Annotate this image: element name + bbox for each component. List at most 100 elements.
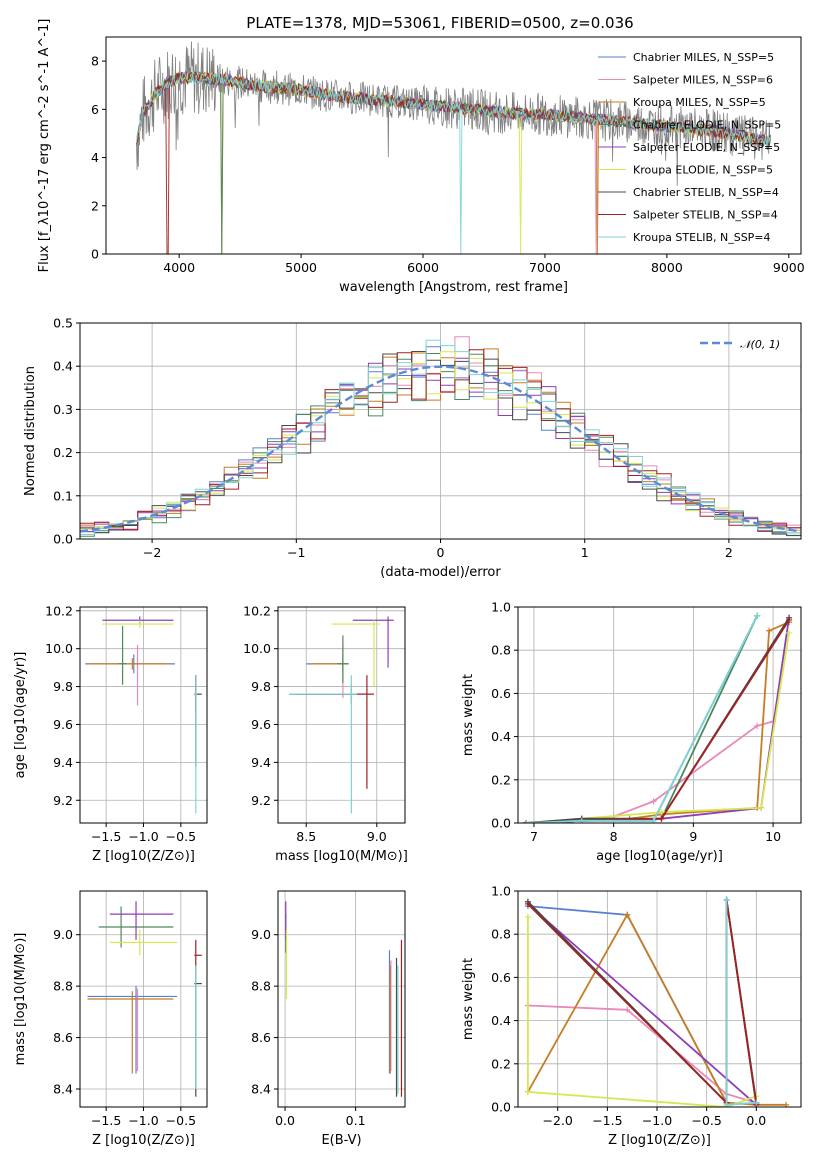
y-tick-label: 0.2 <box>491 772 511 787</box>
weight-series <box>522 629 793 823</box>
weight-marker <box>753 1099 760 1106</box>
legend-label: Chabrier STELIB, N_SSP=4 <box>633 186 779 199</box>
plot-area <box>524 896 790 1107</box>
x-tick-label: −2.0 <box>543 1113 573 1128</box>
axes-frame <box>277 606 406 824</box>
x-tick-label: −1.0 <box>642 1113 672 1128</box>
plot-area <box>85 616 202 814</box>
residual-histogram <box>80 351 801 531</box>
x-tick-label: −0.5 <box>691 1113 721 1128</box>
weight-marker <box>723 896 730 903</box>
axes-frame <box>517 890 802 1108</box>
x-tick-label: 8.5 <box>296 829 316 844</box>
panel-age-vs-mass: 8.5 9.0 9.2 9.4 9.6 9.8 10.0 10.2 mass [log10(M/… <box>243 603 408 864</box>
panel-residuals: −2 −1 0 1 2 0.0 0.1 0.2 0.3 0.4 0.5 (data-model)/er… <box>23 316 802 580</box>
plot-area <box>80 336 801 537</box>
y-tick-label: 0.1 <box>53 488 73 503</box>
weight-marker <box>786 629 793 636</box>
weight-line <box>525 617 790 823</box>
residual-histogram <box>80 339 801 535</box>
plot-area <box>289 616 394 814</box>
weight-line <box>527 899 758 1105</box>
errorbar-point <box>296 675 374 789</box>
x-tick-label: −1.0 <box>128 1113 158 1128</box>
y-tick-label: 9.8 <box>53 679 73 694</box>
panel-mass-vs-EBV: 0.0 0.1 8.4 8.6 8.8 9.0 E(B-V) <box>251 890 406 1148</box>
y-tick-label: 9.4 <box>53 755 73 770</box>
x-axis-label: Z [log10(Z/Z⊙)] <box>608 1133 711 1148</box>
y-axis-label: mass weight <box>461 674 476 756</box>
weight-marker <box>650 798 657 805</box>
x-tick-label: −1.5 <box>91 829 121 844</box>
weight-line <box>525 615 759 823</box>
y-tick-label: 0.4 <box>53 359 73 374</box>
weight-series <box>524 896 760 1106</box>
residual-legend: 𝒩(0, 1) <box>700 338 780 351</box>
y-tick-label: 8.8 <box>53 979 73 994</box>
x-axis-label: E(B-V) <box>321 1133 361 1148</box>
y-tick-label: 0.5 <box>53 316 73 331</box>
y-tick-label: 4 <box>91 150 99 165</box>
errorbar-point <box>289 675 358 814</box>
errorbar-point <box>133 644 142 706</box>
x-tick-label: 9.0 <box>367 829 387 844</box>
axes-frame <box>277 890 406 1108</box>
y-tick-label: 2 <box>91 198 99 213</box>
y-tick-label: 8.4 <box>251 1082 271 1097</box>
y-tick-label: 0.0 <box>53 532 73 547</box>
x-tick-label: −0.5 <box>166 829 196 844</box>
y-tick-label: 10.0 <box>243 641 271 656</box>
x-tick-label: 7000 <box>529 260 561 275</box>
x-axis-label: wavelength [Angstrom, rest frame] <box>339 280 568 295</box>
x-tick-label: 6000 <box>407 260 439 275</box>
x-tick-label: 0.0 <box>746 1113 766 1128</box>
panel-spectrum: 4000 5000 6000 7000 8000 9000 0 2 4 6 8 wavelength … <box>37 19 805 295</box>
errorbar-point <box>109 929 178 956</box>
y-tick-label: 10.0 <box>45 641 73 656</box>
weight-marker <box>754 612 761 619</box>
x-axis-label: Z [log10(Z/Z⊙)] <box>92 849 195 864</box>
x-tick-label: 0.0 <box>275 1113 295 1128</box>
y-tick-label: 0.0 <box>491 1100 511 1115</box>
y-tick-label: 1.0 <box>491 884 511 899</box>
weight-marker <box>766 627 773 634</box>
errorbar-point <box>194 965 198 1089</box>
x-axis-label: Z [log10(Z/Z⊙)] <box>92 1133 195 1148</box>
weight-line <box>527 903 757 1106</box>
x-axis-label: age [log10(age/yr)] <box>596 849 723 864</box>
legend-label: Chabrier MILES, N_SSP=5 <box>633 51 774 64</box>
y-tick-label: 10.2 <box>45 603 73 618</box>
x-tick-label: −1.5 <box>592 1113 622 1128</box>
x-tick-label: 1 <box>581 545 589 560</box>
plot-area <box>522 612 793 823</box>
errorbar-point <box>352 616 394 668</box>
weight-marker <box>658 815 665 822</box>
weight-marker <box>524 913 531 920</box>
errorbar-point <box>87 658 170 670</box>
weight-marker <box>522 820 529 823</box>
y-tick-label: 8.6 <box>251 1030 271 1045</box>
axes-frame <box>517 606 802 824</box>
x-tick-label: 10 <box>765 829 781 844</box>
weight-marker <box>754 722 761 729</box>
weight-series <box>524 896 760 1106</box>
weight-line <box>527 916 757 1107</box>
y-tick-label: 10.2 <box>243 603 271 618</box>
spectrum-legend: Chabrier MILES, N_SSP=5 Salpeter MILES, N… <box>598 51 781 244</box>
weight-marker <box>524 1088 531 1095</box>
y-tick-label: 0.6 <box>491 970 511 985</box>
x-tick-label: −2 <box>143 545 161 560</box>
errorbar-point <box>102 616 174 625</box>
y-tick-label: 0.8 <box>491 643 511 658</box>
weight-marker <box>624 1006 631 1013</box>
x-tick-label: 7 <box>530 829 538 844</box>
x-tick-label: −1.5 <box>91 1113 121 1128</box>
x-tick-label: −0.5 <box>166 1113 196 1128</box>
y-tick-label: 0 <box>91 247 99 262</box>
y-tick-label: 0.4 <box>491 1013 511 1028</box>
legend-label: 𝒩(0, 1) <box>740 338 780 351</box>
x-tick-label: 4000 <box>163 260 195 275</box>
residual-histogram <box>80 349 801 531</box>
y-tick-label: 9.6 <box>251 717 271 732</box>
